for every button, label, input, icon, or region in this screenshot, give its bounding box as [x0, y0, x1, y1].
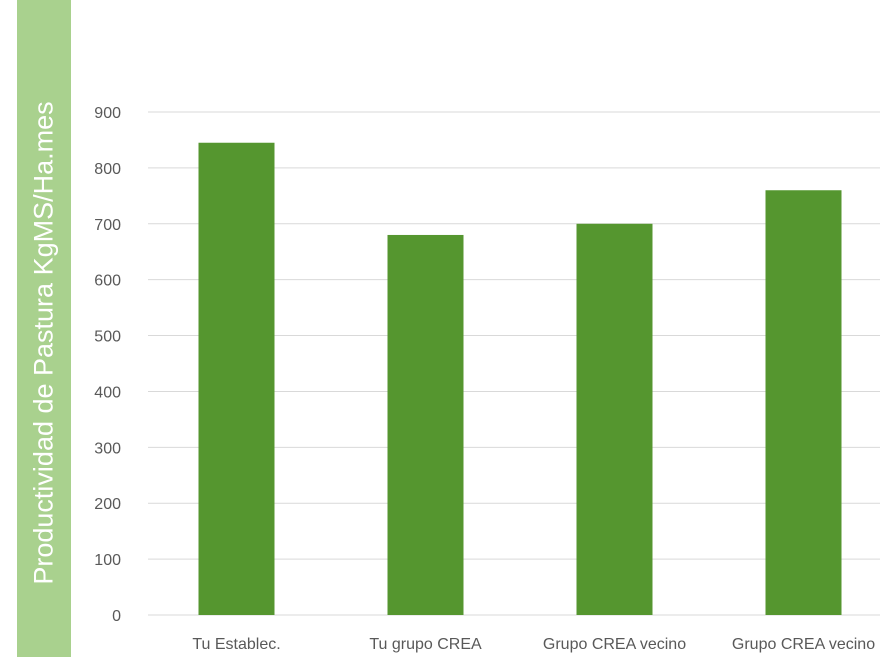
y-tick-label: 0: [112, 608, 121, 625]
y-axis-label-band: [17, 0, 71, 657]
y-tick-label: 400: [94, 384, 121, 401]
x-tick-label: Grupo CREA vecino: [732, 636, 875, 653]
bar: [576, 223, 653, 615]
y-tick-label: 700: [94, 217, 121, 234]
x-tick-label: Grupo CREA vecino: [543, 636, 686, 653]
bar: [198, 142, 275, 615]
x-tick-label: Tu Establec.: [192, 636, 280, 653]
y-tick-label: 900: [94, 105, 121, 122]
y-tick-label: 600: [94, 273, 121, 290]
bar: [387, 234, 464, 615]
y-tick-label: 200: [94, 496, 121, 513]
x-tick-label: Tu grupo CREA: [369, 636, 482, 653]
bar: [765, 190, 842, 615]
y-tick-label: 500: [94, 329, 121, 346]
y-tick-label: 100: [94, 552, 121, 569]
y-tick-label: 300: [94, 440, 121, 457]
y-tick-label: 800: [94, 161, 121, 178]
